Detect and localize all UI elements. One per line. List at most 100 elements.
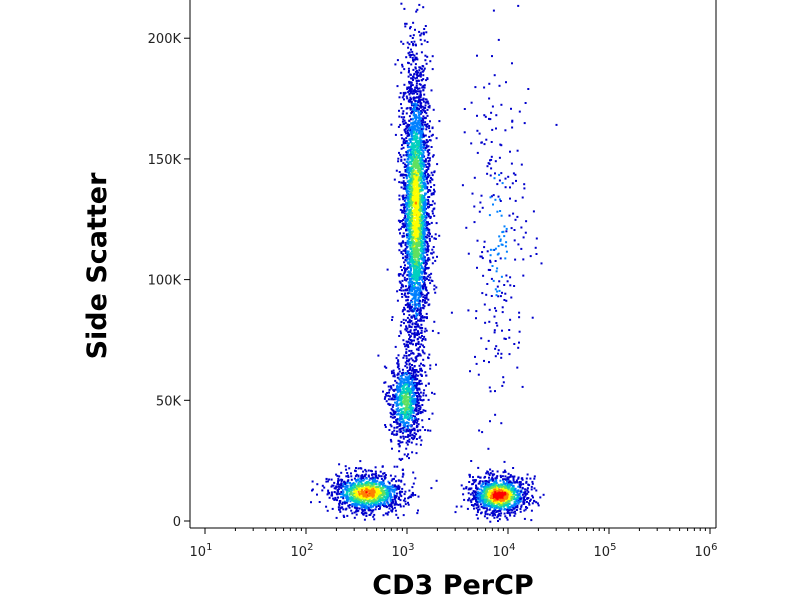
data-point	[424, 123, 426, 126]
data-point	[412, 411, 414, 414]
data-point	[422, 177, 425, 180]
data-point	[426, 245, 429, 248]
data-point	[417, 214, 419, 217]
data-point	[401, 96, 404, 99]
data-point	[397, 160, 400, 163]
data-point	[412, 174, 415, 177]
data-point	[411, 253, 414, 256]
data-point	[346, 514, 349, 517]
data-point	[400, 242, 403, 245]
data-point	[413, 106, 416, 109]
data-point	[361, 475, 364, 478]
data-point	[415, 241, 418, 244]
data-point	[409, 155, 412, 158]
data-point	[402, 371, 405, 374]
data-point	[422, 78, 425, 81]
data-point	[409, 434, 412, 437]
data-point	[411, 77, 414, 80]
data-point	[427, 279, 430, 282]
data-point	[415, 153, 418, 156]
data-point	[388, 482, 391, 484]
data-point	[406, 401, 409, 404]
data-point	[394, 509, 397, 512]
data-point	[427, 215, 430, 218]
data-point	[425, 229, 428, 232]
data-point	[419, 160, 422, 163]
data-point	[414, 117, 417, 120]
data-point	[418, 278, 421, 281]
data-point	[372, 505, 374, 508]
data-point	[388, 388, 391, 391]
data-point	[410, 101, 413, 104]
data-point	[412, 372, 415, 375]
data-point	[413, 159, 416, 162]
data-point	[412, 343, 414, 346]
data-point	[393, 491, 396, 494]
data-point	[405, 256, 408, 259]
data-point	[421, 156, 424, 159]
data-point	[422, 161, 425, 164]
data-point	[416, 265, 419, 268]
data-point	[410, 309, 413, 312]
data-point	[378, 489, 381, 492]
data-point	[397, 516, 400, 519]
data-point	[415, 321, 418, 323]
data-point	[337, 485, 340, 488]
data-point	[415, 280, 418, 283]
data-point	[419, 267, 422, 270]
data-point	[403, 313, 405, 316]
data-point	[401, 235, 404, 238]
data-point	[419, 91, 422, 94]
data-point	[432, 154, 435, 157]
data-point	[390, 387, 393, 390]
data-point	[404, 259, 407, 261]
data-point	[420, 319, 423, 322]
data-point	[412, 144, 415, 146]
data-point	[402, 198, 405, 201]
data-point	[426, 250, 429, 253]
data-point	[418, 261, 420, 263]
data-point	[418, 151, 421, 154]
data-point	[417, 225, 420, 228]
data-point	[423, 346, 426, 349]
data-point	[405, 416, 408, 419]
data-point	[404, 252, 407, 255]
data-point	[428, 228, 431, 231]
data-point	[413, 250, 416, 252]
data-point	[381, 483, 384, 486]
data-point	[417, 205, 420, 208]
data-point	[423, 240, 426, 243]
data-point	[410, 125, 413, 128]
data-point	[420, 198, 423, 201]
data-point	[405, 112, 408, 115]
data-point	[350, 472, 352, 475]
data-point	[426, 78, 429, 80]
data-point	[408, 385, 410, 388]
data-point	[426, 180, 429, 183]
data-point	[411, 250, 414, 253]
data-point	[425, 212, 428, 215]
data-point	[425, 301, 428, 304]
data-point	[403, 407, 406, 410]
data-point	[421, 217, 424, 220]
data-point	[381, 493, 383, 496]
data-point	[425, 329, 428, 332]
data-point	[374, 470, 377, 473]
data-point	[331, 493, 333, 496]
data-point	[390, 440, 393, 443]
data-point	[377, 505, 380, 507]
data-point	[391, 488, 394, 491]
data-point	[428, 273, 431, 276]
data-point	[390, 479, 393, 482]
data-point	[425, 384, 427, 387]
data-point	[416, 264, 419, 267]
data-point	[418, 220, 421, 223]
data-point	[379, 482, 382, 485]
data-point	[347, 504, 350, 507]
data-point	[399, 92, 402, 95]
data-point	[412, 151, 414, 154]
data-point	[416, 383, 419, 386]
data-point	[403, 426, 406, 429]
data-point	[409, 397, 412, 400]
data-point	[355, 508, 358, 511]
